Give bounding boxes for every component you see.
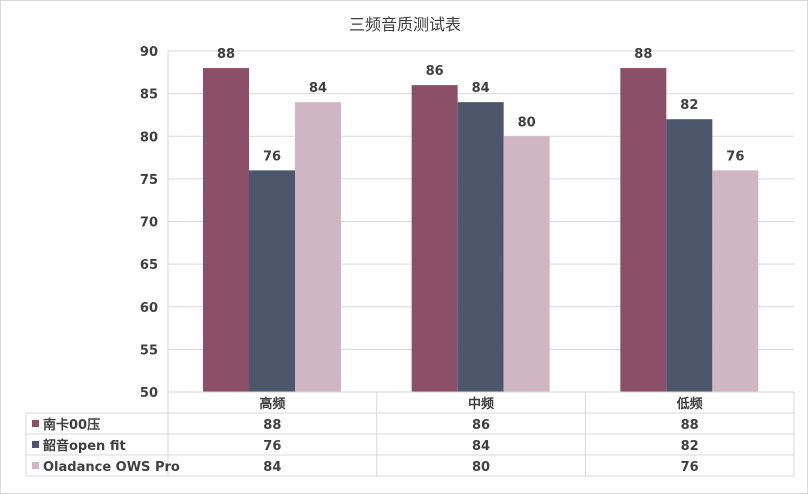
y-tick-label: 80 — [140, 130, 158, 145]
bar — [457, 102, 504, 393]
legend-label: Oladance OWS Pro — [43, 460, 180, 475]
table-value: 84 — [472, 439, 490, 454]
data-label: 88 — [217, 47, 235, 62]
table-value: 80 — [472, 460, 490, 475]
table-value: 88 — [681, 418, 699, 433]
data-label: 82 — [680, 98, 698, 113]
data-label: 86 — [426, 64, 444, 79]
category-label: 中频 — [468, 396, 494, 412]
legend-label: 韶音open fit — [43, 438, 126, 454]
bar — [666, 119, 713, 392]
legend-swatch — [32, 420, 39, 427]
category-label: 高频 — [259, 396, 285, 412]
data-label: 80 — [518, 115, 536, 130]
data-label: 88 — [634, 47, 652, 62]
y-tick-label: 60 — [140, 301, 158, 316]
data-label: 76 — [726, 149, 744, 164]
legend-label: 南卡00压 — [43, 417, 100, 433]
y-tick-label: 90 — [140, 45, 158, 60]
data-label: 76 — [263, 149, 281, 164]
bar — [712, 170, 759, 392]
y-tick-label: 85 — [140, 88, 158, 103]
category-label: 低频 — [676, 396, 703, 412]
data-label: 84 — [309, 81, 327, 96]
bar — [620, 68, 667, 393]
bar — [203, 68, 249, 393]
bar — [503, 136, 550, 392]
table-value: 88 — [263, 418, 281, 433]
table-value: 82 — [681, 439, 699, 454]
data-label: 84 — [472, 81, 490, 96]
legend-swatch — [32, 462, 39, 469]
table-value: 86 — [472, 418, 490, 433]
y-tick-label: 50 — [140, 386, 158, 401]
bar — [249, 170, 295, 392]
y-tick-label: 55 — [140, 343, 158, 358]
y-tick-label: 65 — [140, 258, 158, 273]
bar — [411, 85, 458, 392]
table-value: 84 — [263, 460, 281, 475]
bar — [295, 102, 341, 393]
y-tick-label: 75 — [140, 173, 158, 188]
chart-title: 三频音质测试表 — [348, 15, 461, 34]
table-value: 76 — [263, 439, 281, 454]
legend-swatch — [32, 441, 39, 448]
table-value: 76 — [681, 460, 699, 475]
y-tick-label: 70 — [140, 216, 158, 231]
